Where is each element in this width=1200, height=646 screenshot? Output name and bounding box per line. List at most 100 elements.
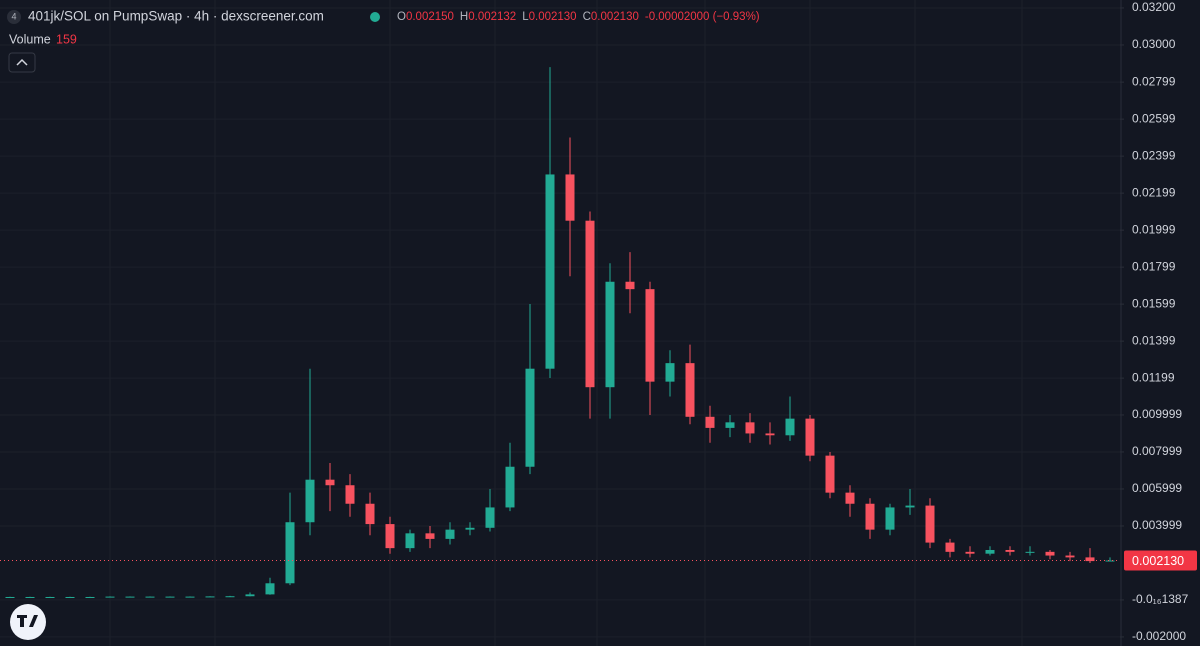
logo-mark [17,615,38,627]
candle-body [1065,555,1075,558]
volume-label: Volume [9,32,51,46]
last-price-label: 0.002130 [1132,554,1184,568]
y-tick-label: 0.02199 [1132,185,1176,199]
candle-body [265,583,275,595]
candle-body [25,596,35,598]
y-axis: 0.03200 0.03000 0.02799 0.02599 0.02399 0.021… [1120,0,1197,643]
candle-body [545,174,555,369]
candle-body [865,503,875,530]
candle-body [585,220,595,388]
candle-body [65,596,75,598]
candle-body [105,596,115,598]
candle-body [385,524,395,549]
candle-body [705,416,715,428]
y-tick-label: 0.003999 [1132,518,1182,532]
candle-body [1085,557,1095,562]
badge-text: 4 [11,11,16,21]
candle-body [1105,560,1115,562]
ohlc-value: 0.002150 [406,11,454,23]
collapse-button[interactable] [8,52,36,73]
volume-value: 159 [56,32,77,46]
y-tick-label: 0.02799 [1132,74,1176,88]
candle-body [785,418,795,436]
candle-body [725,422,735,428]
candle-body [665,363,675,382]
last-price-box [1124,550,1197,571]
status-dot [370,12,380,22]
candle-body [5,596,15,598]
ohlc: O0.002150 H0.002132 L0.002130 C0.002130 -0.0… [397,11,760,23]
y-tick-label: 0.01199 [1132,370,1175,384]
ohlc-key: L [522,11,529,23]
candle-body [325,479,335,486]
legend: 4 401jk/SOL on PumpSwap · 4h · dexscreen… [7,9,760,73]
candle-body [625,281,635,290]
ohlc-key: C [583,11,591,23]
symbol: 401jk/SOL on PumpSwap · 4h · dexscreener… [28,9,324,24]
candle-body [205,596,215,598]
candle-body [885,507,895,530]
candle-body [745,422,755,434]
candle-body [465,527,475,530]
candle-body [405,533,415,549]
candle-body [805,418,815,456]
candle-body [965,551,975,554]
candle-body [425,533,435,539]
y-tick-label: 0.01999 [1132,222,1176,236]
candle-body [485,507,495,528]
candle-body [1045,551,1055,556]
candle-body [825,455,835,493]
ohlc-value: 0.002130 [529,11,577,23]
candle-body [145,596,155,598]
y-tick-label: 0.009999 [1132,407,1182,421]
collapse-icon [16,58,28,66]
candle-body [905,505,915,508]
candle-body [845,492,855,504]
badge [7,10,21,24]
candle-body [285,522,295,584]
ohlc-key: H [460,11,468,23]
candle-body [225,596,235,598]
candle-body [185,596,195,598]
candle-body [925,505,935,543]
candle-body [525,368,535,467]
plot [0,67,1120,598]
y-tick-label: -0.002000 [1132,629,1186,643]
candle-body [345,485,355,504]
candle-body [685,363,695,417]
candle-body [985,549,995,554]
grid [0,0,1120,646]
y-tick-label: 0.01799 [1132,259,1176,273]
ohlc-key: O [397,11,406,23]
logo-circle [10,604,46,640]
y-tick-label: 0.01599 [1132,296,1176,310]
ohlc-value: 0.002132 [468,11,516,23]
candle-body [1025,551,1035,553]
y-tick-label: 0.02399 [1132,148,1176,162]
candle-body [365,503,375,525]
candle-body [125,596,135,598]
candle-body [645,289,655,382]
ohlc-value: 0.002130 [591,11,639,23]
y-tick-label: 0.02599 [1132,111,1176,125]
candle-body [505,466,515,508]
candle-body [245,594,255,597]
y-tick-label: 0.007999 [1132,444,1182,458]
candle-body [165,596,175,598]
y-tick-label: 0.01399 [1132,333,1176,347]
y-tick-label: -0.0₁₆1387 [1132,592,1189,606]
candle-body [45,596,55,598]
candle-body [605,281,615,388]
y-tick-label: 0.03000 [1132,37,1176,51]
candle-body [445,529,455,539]
candle-body [1005,549,1015,552]
candle-body [85,596,95,598]
y-tick-label: 0.03200 [1132,0,1176,14]
ohlc-change: -0.00002000 (−0.93%) [645,11,760,23]
logo[interactable] [10,604,46,640]
candle-body [565,174,575,221]
candle-body [765,433,775,436]
